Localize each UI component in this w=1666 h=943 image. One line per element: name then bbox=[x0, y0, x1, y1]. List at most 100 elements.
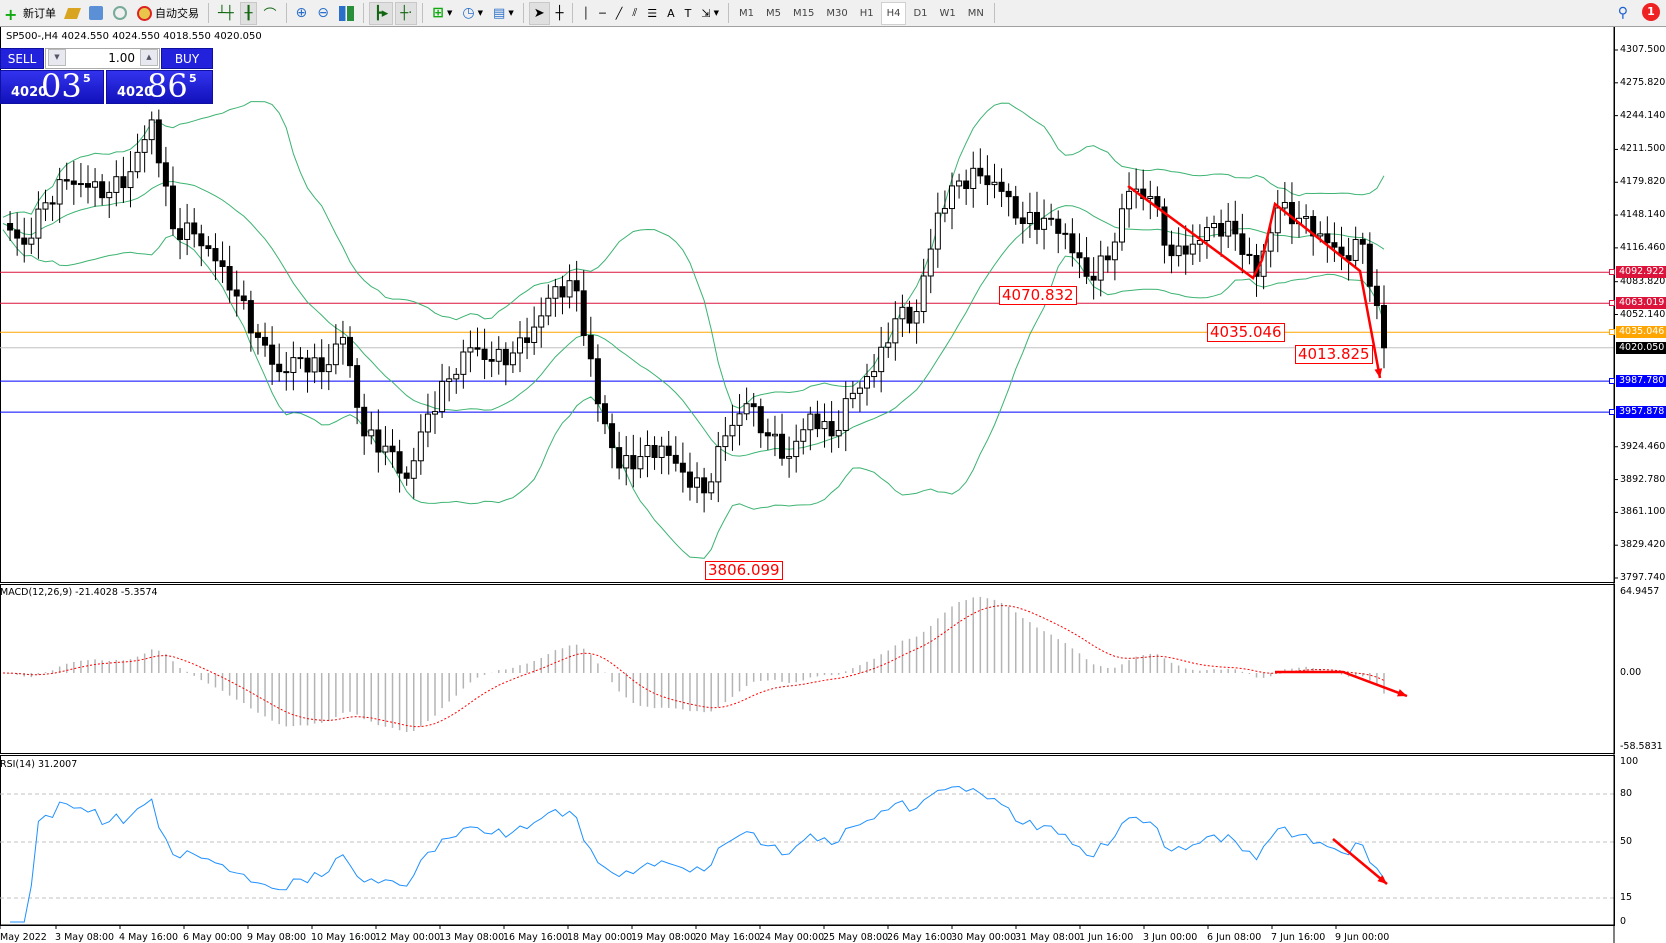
chart-shift-button[interactable]: ┼· bbox=[395, 1, 418, 25]
annotation-label[interactable]: 4013.825 bbox=[1295, 345, 1373, 364]
auto-scroll-button[interactable]: ┣▸ bbox=[368, 1, 394, 25]
timeframe-m30[interactable]: M30 bbox=[826, 7, 848, 19]
macd-axis-label: 0.00 bbox=[1620, 667, 1642, 678]
template-icon: ▤ bbox=[493, 5, 506, 21]
timeframe-w1[interactable]: W1 bbox=[939, 7, 956, 19]
candlestick-button[interactable]: ╂ bbox=[239, 1, 258, 25]
clock-icon: ◷ bbox=[462, 5, 475, 21]
bar-chart-icon: ┴┼ bbox=[218, 5, 234, 21]
separator bbox=[572, 3, 574, 23]
timeframe-d1[interactable]: D1 bbox=[913, 7, 928, 19]
macd-title: MACD(12,26,9) -21.4028 -5.3574 bbox=[0, 587, 158, 598]
candle-body bbox=[842, 398, 849, 431]
panel-frame bbox=[0, 584, 1615, 754]
signals-button[interactable] bbox=[109, 2, 131, 25]
candle-body bbox=[42, 202, 49, 210]
equidistant-channel-button[interactable]: ⫽ bbox=[628, 2, 641, 25]
lot-increase-button[interactable]: ▲ bbox=[140, 49, 158, 66]
zoom-out-icon: ⊖ bbox=[317, 5, 329, 21]
buy-button[interactable]: BUY bbox=[161, 48, 213, 69]
timeframe-m5[interactable]: M5 bbox=[765, 7, 781, 19]
crosshair-button[interactable]: ┼ bbox=[552, 2, 568, 25]
candle-body bbox=[793, 440, 800, 458]
candle-body bbox=[134, 151, 141, 173]
auto-trading-button[interactable]: 自动交易 bbox=[133, 2, 203, 25]
candle-body bbox=[1048, 217, 1055, 220]
candle-body bbox=[1274, 207, 1281, 234]
annotation-label[interactable]: 4035.046 bbox=[1207, 323, 1285, 342]
zoom-out-button[interactable]: ⊖ bbox=[313, 2, 333, 25]
candle-body bbox=[21, 237, 28, 245]
zoom-in-button[interactable]: ⊕ bbox=[292, 2, 312, 25]
bar-chart-button[interactable]: ┴┼ bbox=[214, 2, 238, 25]
timeframe-m1[interactable]: M1 bbox=[738, 7, 754, 19]
candle-body bbox=[63, 179, 70, 182]
candle-body bbox=[99, 181, 106, 199]
candle-body bbox=[1288, 201, 1295, 225]
fibonacci-button[interactable]: ☰ bbox=[643, 2, 661, 25]
text-label-button[interactable]: T bbox=[681, 2, 696, 25]
horizontal-line-icon: ─ bbox=[599, 6, 606, 20]
price-level-handle[interactable] bbox=[1609, 409, 1615, 416]
price-axis-label: 4116.460 bbox=[1620, 241, 1666, 253]
time-axis-label: 3 Jun 00:00 bbox=[1143, 932, 1198, 943]
tile-windows-button[interactable] bbox=[335, 2, 358, 25]
candle-body bbox=[361, 406, 368, 437]
text-icon: A bbox=[667, 6, 675, 20]
rsi-line bbox=[10, 785, 1385, 923]
indicators-button[interactable]: ⊞ ▼ bbox=[428, 2, 456, 25]
time-axis-label: 30 May 00:00 bbox=[951, 932, 1017, 943]
cursor-button[interactable]: ➤ bbox=[528, 1, 550, 25]
annotation-label[interactable]: 4070.832 bbox=[999, 286, 1077, 305]
candle-body bbox=[77, 183, 84, 186]
candle-body bbox=[963, 180, 970, 190]
notification-badge[interactable]: 1 bbox=[1642, 3, 1660, 21]
lot-size-input[interactable]: 1.00 bbox=[45, 48, 160, 69]
timeframe-h1[interactable]: H1 bbox=[859, 7, 874, 19]
price-level-handle[interactable] bbox=[1609, 378, 1615, 385]
candle-body bbox=[262, 336, 269, 346]
candle-body bbox=[538, 315, 545, 328]
candle-body bbox=[495, 348, 502, 362]
timeframe-m15[interactable]: M15 bbox=[792, 7, 815, 19]
periods-button[interactable]: ◷ ▼ bbox=[458, 2, 487, 25]
candle-body bbox=[545, 297, 552, 317]
sell-price[interactable]: 4020 03 5 bbox=[0, 69, 104, 104]
timeframe-h4[interactable]: H4 bbox=[880, 1, 907, 25]
arrows-icon: ⇲ bbox=[701, 6, 711, 20]
candle-body bbox=[637, 456, 644, 470]
text-button[interactable]: A bbox=[663, 2, 679, 25]
candle-body bbox=[375, 429, 382, 453]
search-icon[interactable]: ⚲ bbox=[1617, 5, 1628, 21]
vertical-line-button[interactable]: │ bbox=[578, 2, 593, 25]
candle-body bbox=[389, 445, 396, 453]
annotation-arrow-line bbox=[1127, 184, 1382, 379]
market-watch-button[interactable] bbox=[62, 2, 83, 25]
new-order-button[interactable]: + 新订单 bbox=[0, 2, 60, 25]
horizontal-line-button[interactable]: ─ bbox=[595, 2, 610, 25]
trendline-button[interactable]: ╱ bbox=[612, 2, 627, 25]
candle-body bbox=[679, 462, 686, 473]
book-icon bbox=[63, 7, 82, 19]
templates-button[interactable]: ▤ ▼ bbox=[489, 2, 518, 25]
navigator-button[interactable] bbox=[85, 2, 107, 25]
chart-area[interactable] bbox=[0, 27, 1666, 943]
candle-body bbox=[623, 455, 630, 469]
price-axis-label: 4052.140 bbox=[1620, 308, 1666, 320]
candle-body bbox=[382, 445, 389, 453]
lot-decrease-button[interactable]: ▼ bbox=[48, 49, 66, 66]
buy-price[interactable]: 4020 86 5 bbox=[106, 69, 213, 104]
price-level-handle[interactable] bbox=[1609, 269, 1615, 276]
timeframe-mn[interactable]: MN bbox=[967, 7, 984, 19]
sell-button[interactable]: SELL bbox=[0, 48, 44, 69]
price-axis-label: 4083.820 bbox=[1620, 275, 1666, 287]
price-axis-label: 3861.100 bbox=[1620, 506, 1666, 518]
line-chart-button[interactable]: ⌒ bbox=[259, 2, 280, 25]
arrows-button[interactable]: ⇲ ▼ bbox=[697, 2, 723, 25]
price-level-handle[interactable] bbox=[1609, 300, 1615, 307]
macd-axis-label: 64.9457 bbox=[1620, 586, 1660, 597]
candle-body bbox=[297, 357, 304, 360]
annotation-label[interactable]: 3806.099 bbox=[705, 561, 783, 580]
price-level-handle[interactable] bbox=[1609, 329, 1615, 336]
candle-body bbox=[956, 180, 963, 187]
